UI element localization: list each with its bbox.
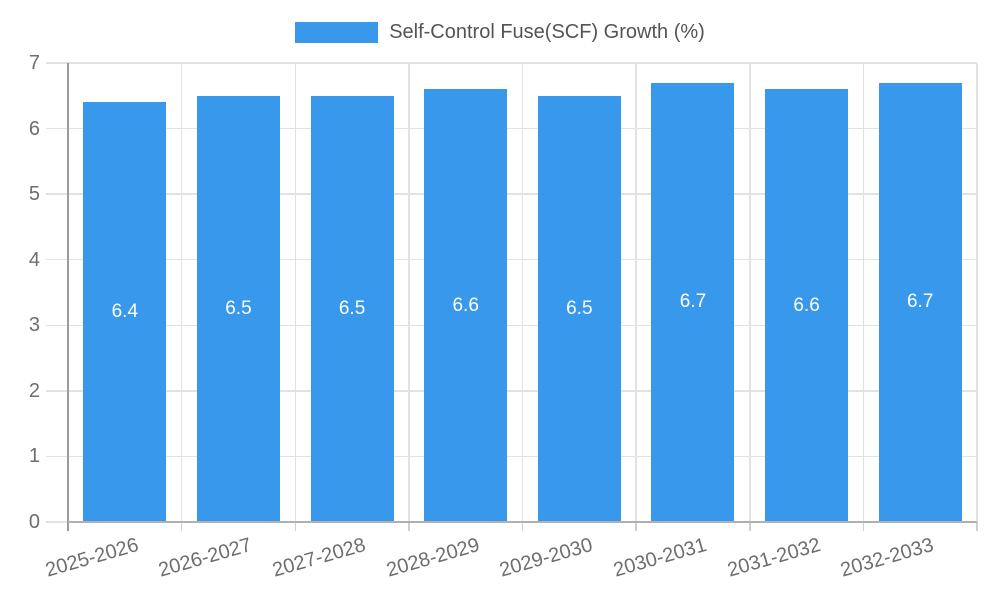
x-gridline [749,63,751,522]
bar-value-label: 6.6 [452,294,479,316]
bar-2030-2031[interactable]: 6.7 [651,82,735,522]
x-axis-tick [976,522,978,531]
x-axis-tick [294,522,296,531]
y-axis-tick-label: 6 [28,117,40,140]
bar-value-label: 6.5 [566,297,593,319]
x-axis-tick [862,522,865,531]
y-axis-tick-label: 0 [28,511,40,533]
bar-2025-2026[interactable]: 6.4 [83,102,167,522]
x-gridline [862,63,865,522]
y-gridline [46,258,977,261]
legend-swatch [295,21,379,43]
y-gridline [46,193,977,195]
bar-2028-2029[interactable]: 6.6 [424,89,508,522]
bar-2032-2033[interactable]: 6.7 [878,82,962,522]
x-gridline [408,63,410,522]
y-gridline [46,127,977,130]
x-gridline [521,63,524,522]
bar-value-label: 6.5 [225,297,252,319]
x-axis-tick [749,522,751,531]
bar-value-label: 6.7 [679,291,707,313]
x-axis-tick [635,522,637,531]
bar-value-label: 6.6 [793,294,820,316]
bar-value-label: 6.7 [906,291,934,313]
x-axis-tick [521,522,524,531]
bar-value-label: 6.4 [111,301,139,323]
x-gridline [976,63,978,522]
y-axis-tick-label: 3 [28,314,40,337]
y-gridline [46,455,977,458]
x-axis-tick [408,522,410,531]
y-gridline [46,390,977,392]
legend-label: Self-Control Fuse(SCF) Growth (%) [389,21,705,43]
x-axis-line [68,521,977,523]
bar-2031-2032[interactable]: 6.6 [765,89,849,522]
bar-value-label: 6.5 [338,297,366,319]
bar-2027-2028[interactable]: 6.5 [310,95,394,522]
y-axis-line [67,63,69,531]
y-gridline [46,324,977,327]
y-axis-tick-label: 5 [28,183,40,206]
y-axis-tick-label: 2 [28,379,40,402]
bar-2029-2030[interactable]: 6.5 [537,95,621,522]
x-axis-tick [180,522,183,531]
y-axis-tick-label: 4 [28,248,40,271]
x-gridline [635,63,637,522]
x-gridline [294,63,296,522]
y-gridline [46,62,977,64]
bar-2026-2027[interactable]: 6.5 [196,95,280,522]
y-axis-tick-label: 1 [28,445,40,468]
legend: Self-Control Fuse(SCF) Growth (%) [0,20,1000,44]
x-gridline [180,63,183,522]
y-axis-tick-label: 7 [28,52,40,74]
